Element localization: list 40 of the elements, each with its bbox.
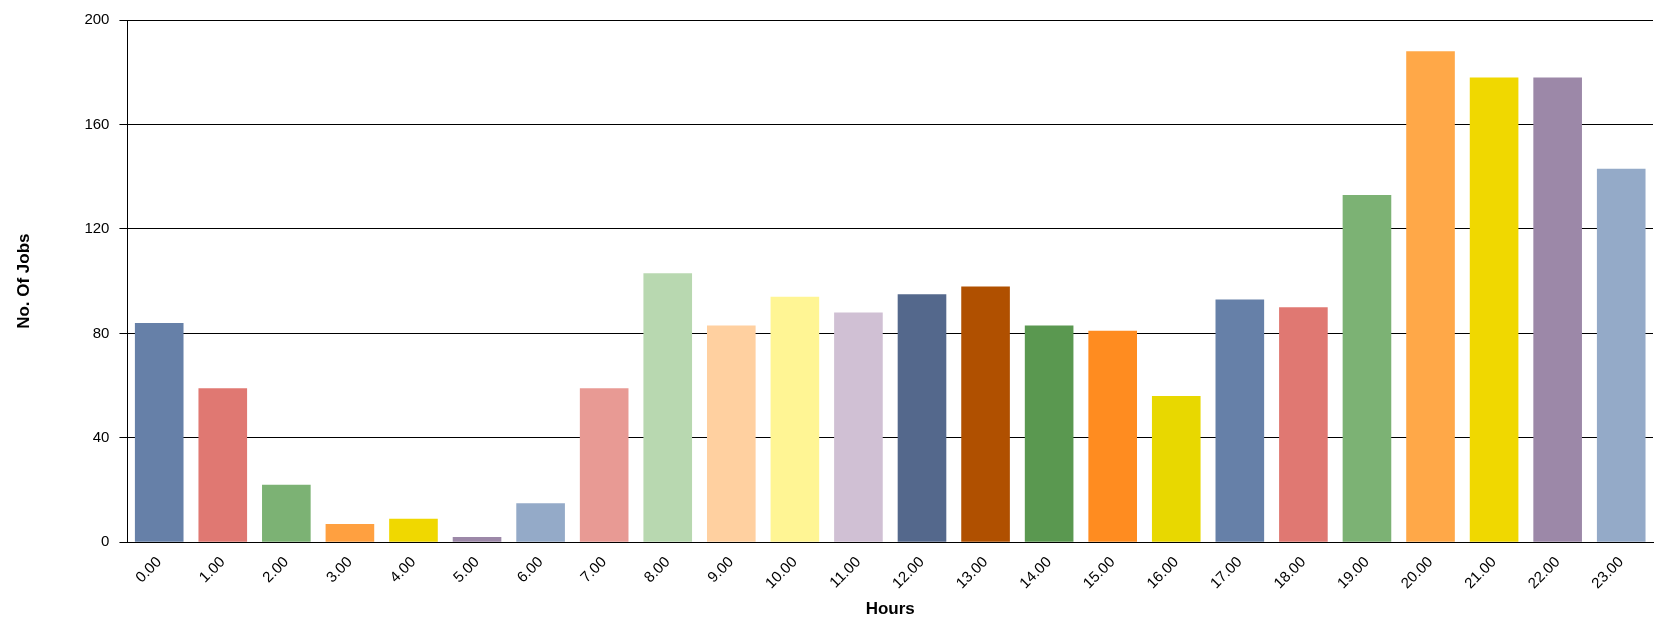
x-tick-label: 6.00 [512,552,546,586]
bar [262,484,311,542]
bar [961,286,1010,542]
bar [1342,194,1392,542]
bar [897,294,947,542]
x-tick-label: 5.00 [449,552,483,586]
bar [1469,77,1519,542]
x-tick-label: 4.00 [385,552,419,586]
bar [1215,299,1265,542]
y-tick-label: 80 [92,323,110,341]
x-tick-label: 3.00 [322,552,355,586]
y-tick-label: 40 [92,428,110,445]
x-tick-label: 9.00 [703,552,737,586]
bar [452,537,502,542]
bar [834,312,883,542]
x-tick-label: 7.00 [576,552,610,586]
bar [198,388,248,542]
bar [706,325,756,542]
bar [134,322,184,542]
y-axis-title: No. Of Jobs [13,233,33,329]
bar [516,503,565,542]
bar [1151,396,1201,542]
y-tick-label: 120 [84,219,110,237]
bar [579,388,629,542]
y-tick-label: 200 [84,10,110,28]
bar [1533,77,1582,542]
x-tick-label: 0.00 [131,552,165,586]
bar [1024,325,1074,542]
bar [1279,307,1328,542]
bar [1088,330,1138,542]
y-tick-label: 160 [84,114,110,132]
x-tick-label: 8.00 [640,552,673,586]
bar [1596,168,1646,542]
y-tick-label: 0 [101,532,110,550]
bar [325,524,375,542]
bar [1406,51,1455,542]
x-axis-title: Hours [865,599,915,619]
bar [770,296,820,542]
bar [389,518,438,542]
bar [643,273,693,542]
